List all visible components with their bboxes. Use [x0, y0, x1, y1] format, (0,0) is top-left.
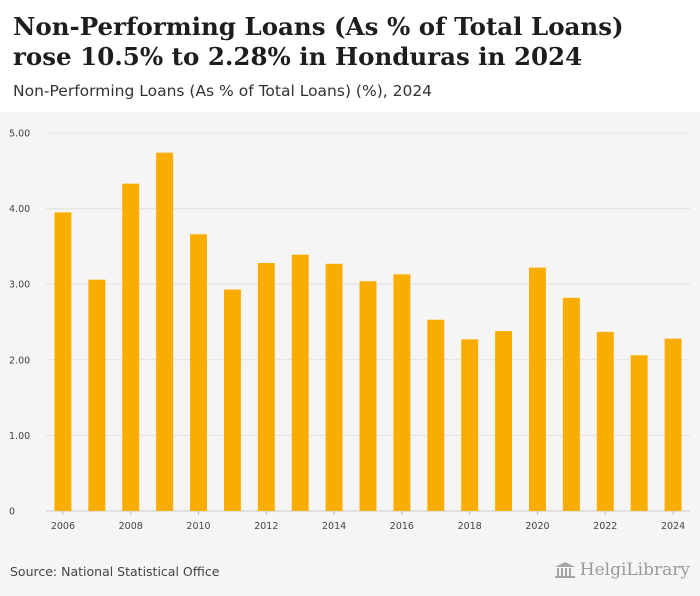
x-tick-label: 2010	[186, 521, 210, 532]
y-tick-label: 1.00	[9, 431, 30, 442]
x-tick-label: 2008	[119, 521, 143, 532]
x-tick-label: 2012	[254, 521, 278, 532]
bar-2018[interactable]	[461, 339, 479, 511]
chart-header: Non-Performing Loans (As % of Total Loan…	[0, 0, 700, 112]
bar-2013[interactable]	[291, 254, 309, 511]
bar-2017[interactable]	[427, 319, 445, 511]
y-tick-label: 4.00	[9, 204, 30, 215]
bar-2014[interactable]	[325, 263, 343, 511]
x-tick-label: 2018	[458, 521, 482, 532]
bar-2024[interactable]	[664, 338, 682, 511]
x-tick-label: 2024	[661, 521, 685, 532]
chart-subtitle: Non-Performing Loans (As % of Total Loan…	[13, 82, 433, 100]
chart-panel: 0 1.00 2.00 3.00 4.00 5.00 2006 2008 2010 2012 201…	[0, 112, 700, 548]
bar-2008[interactable]	[122, 183, 140, 511]
bar-2023[interactable]	[630, 355, 648, 511]
bar-2009[interactable]	[156, 152, 174, 511]
brand-name: HelgiLibrary	[579, 560, 690, 580]
bar-2007[interactable]	[88, 279, 106, 511]
source-note: Source: National Statistical Office	[10, 564, 220, 579]
y-tick-label: 0	[9, 507, 15, 518]
bar-2021[interactable]	[562, 297, 580, 511]
bar-2019[interactable]	[495, 331, 513, 511]
y-tick-label: 3.00	[9, 280, 30, 291]
x-tick-label: 2006	[51, 521, 75, 532]
bar-2006[interactable]	[54, 212, 72, 511]
x-tick-label: 2016	[390, 521, 414, 532]
y-tick-label: 2.00	[9, 355, 30, 366]
bar-2020[interactable]	[529, 267, 546, 511]
x-tick-label: 2014	[322, 521, 346, 532]
library-building-icon	[554, 562, 575, 578]
bar-2016[interactable]	[393, 274, 411, 511]
bar-2011[interactable]	[223, 289, 241, 511]
bar-2022[interactable]	[596, 331, 614, 511]
chart-title: Non-Performing Loans (As % of Total Loan…	[13, 12, 624, 71]
bar-2010[interactable]	[190, 234, 207, 511]
brand-logo[interactable]: HelgiLibrary	[554, 560, 690, 580]
bar-2015[interactable]	[359, 281, 377, 511]
x-tick-label: 2022	[593, 521, 617, 532]
y-tick-label: 5.00	[9, 129, 30, 140]
bar-2012[interactable]	[257, 263, 275, 511]
bar-chart: 0 1.00 2.00 3.00 4.00 5.00 2006 2008 2010 2012 201…	[9, 129, 690, 532]
chart-footer: Source: National Statistical Office Helg…	[0, 548, 700, 596]
x-tick-label: 2020	[525, 521, 549, 532]
